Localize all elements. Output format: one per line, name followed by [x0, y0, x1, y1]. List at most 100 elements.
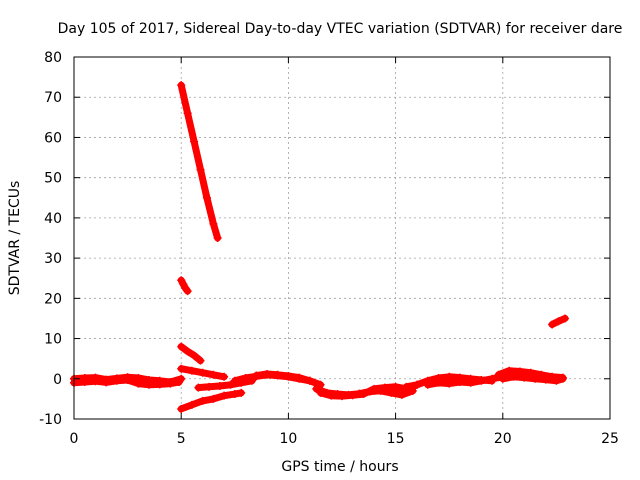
y-tick-label: 80	[44, 50, 62, 66]
data-point	[445, 379, 454, 388]
y-tick-label: 10	[44, 332, 62, 348]
x-tick-label: 25	[601, 431, 619, 447]
data-point	[391, 382, 400, 391]
chart-title: Day 105 of 2017, Sidereal Day-to-day VTE…	[58, 21, 623, 37]
data-point	[273, 370, 282, 379]
data-track	[317, 381, 421, 400]
data-point	[398, 390, 407, 399]
data-point	[348, 391, 357, 400]
data-point	[262, 369, 271, 378]
data-point	[196, 165, 205, 174]
plot-frame	[73, 56, 611, 420]
data-point	[215, 382, 224, 391]
data-point	[177, 276, 186, 285]
data-point	[230, 376, 239, 385]
data-point	[177, 404, 186, 413]
x-tick-label: 0	[70, 431, 79, 447]
x-tick-label: 5	[177, 431, 186, 447]
data-point	[183, 287, 192, 296]
data-point	[423, 380, 432, 389]
data-point	[541, 375, 550, 384]
data-point	[252, 371, 261, 380]
data-point	[359, 390, 368, 399]
y-tick-label: 70	[44, 90, 62, 106]
axis-ticks: 0 5 10 15 20 25 -10 0 10 20 30 40 50 60 70 80	[39, 50, 619, 447]
data-point	[187, 366, 196, 375]
data-point	[213, 234, 222, 242]
data-point	[145, 380, 154, 389]
data-point	[220, 372, 229, 381]
data-point	[505, 366, 514, 375]
data-point	[509, 372, 518, 381]
x-tick-label: 10	[279, 431, 297, 447]
data-point	[209, 394, 218, 403]
data-point	[466, 378, 475, 387]
data-point	[520, 373, 529, 382]
x-axis-label: GPS time / hours	[281, 459, 398, 475]
data-point	[226, 380, 235, 389]
data-point	[455, 377, 464, 386]
data-point	[338, 392, 346, 401]
x-tick-label: 15	[387, 431, 405, 447]
data-point	[316, 388, 325, 397]
data-point	[196, 356, 205, 365]
data-point	[134, 379, 143, 388]
data-point	[530, 374, 539, 383]
data-point	[370, 384, 379, 393]
data-point	[177, 364, 186, 373]
data-point	[112, 376, 121, 385]
y-tick-label: 30	[44, 251, 62, 267]
data-point	[205, 382, 214, 391]
data-point	[80, 377, 89, 386]
data-point	[380, 383, 389, 392]
data-point	[494, 370, 503, 379]
data-point	[190, 351, 199, 360]
data-point	[220, 391, 229, 400]
data-track	[177, 276, 192, 295]
data-point	[194, 383, 203, 392]
data-point	[434, 378, 443, 387]
y-tick-label: 20	[44, 291, 62, 307]
data-point	[560, 314, 569, 323]
data-point	[187, 400, 196, 409]
data-point	[155, 380, 164, 389]
data-point	[445, 372, 454, 381]
y-tick-label: 40	[44, 211, 62, 227]
data-point	[183, 109, 192, 118]
data-point	[327, 391, 336, 400]
data-point	[554, 317, 563, 326]
data-point	[198, 368, 207, 377]
data-point	[102, 378, 111, 387]
data-point	[295, 373, 304, 382]
data-point	[552, 376, 561, 385]
data-point	[237, 388, 246, 397]
data-point	[284, 371, 293, 380]
data-point	[413, 380, 422, 389]
data-track	[177, 343, 204, 365]
y-tick-label: 50	[44, 171, 62, 187]
data-point	[305, 376, 314, 385]
data-point	[198, 396, 207, 405]
y-tick-label: 0	[53, 372, 62, 388]
data-point	[190, 137, 199, 146]
x-tick-label: 20	[494, 431, 512, 447]
data-point	[202, 193, 211, 202]
data-point	[175, 377, 184, 386]
y-tick-label: -10	[39, 412, 62, 428]
data-point	[498, 374, 507, 383]
data-point	[166, 379, 175, 388]
data-point	[209, 370, 218, 379]
data-point	[179, 280, 188, 289]
data-layer	[70, 81, 569, 413]
y-axis-label: SDTVAR / TECUs	[7, 181, 23, 296]
data-point	[183, 347, 192, 356]
data-point	[477, 376, 486, 385]
data-point	[558, 374, 567, 383]
data-point	[488, 374, 497, 383]
data-point	[241, 373, 250, 382]
data-point	[312, 384, 321, 393]
data-point	[230, 390, 239, 399]
data-point	[548, 320, 557, 329]
data-point	[177, 81, 186, 90]
